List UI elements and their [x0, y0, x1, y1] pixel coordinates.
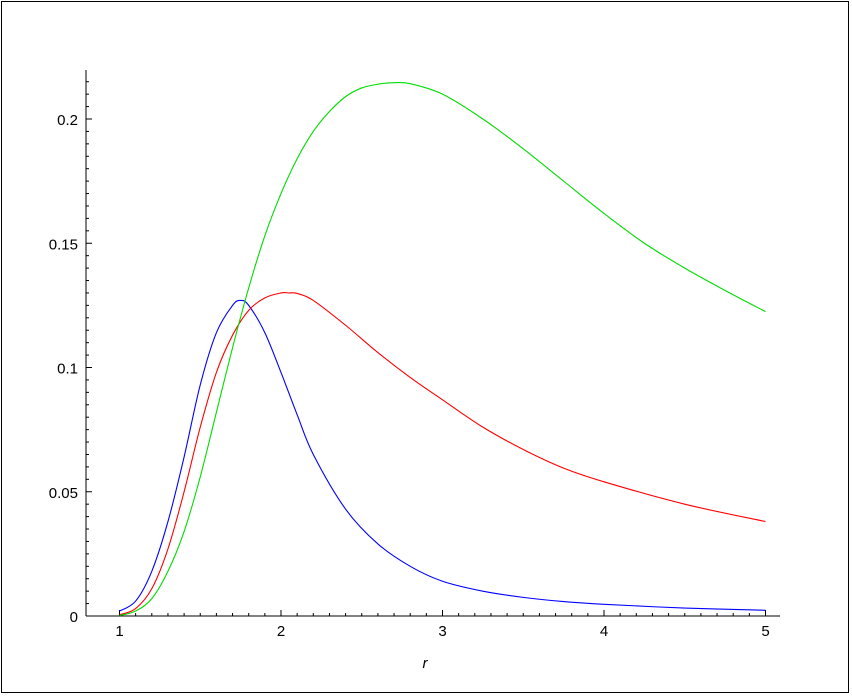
x-tick-label: 1: [115, 623, 123, 640]
y-tick-label: 0.15: [49, 236, 78, 253]
x-ticks: 1 2 3 4 5: [115, 610, 770, 640]
x-tick-label: 3: [438, 623, 446, 640]
x-tick-label: 2: [277, 623, 285, 640]
x-tick-label: 4: [600, 623, 608, 640]
series-group: [119, 81, 766, 617]
x-axis-label: r: [423, 655, 429, 672]
x-tick-label: 5: [761, 623, 769, 640]
axes: [85, 70, 780, 617]
y-tick-label: 0: [70, 609, 78, 626]
y-tick-label: 0.05: [49, 485, 78, 502]
y-tick-label: 0.1: [57, 361, 78, 378]
series-line-2: [119, 292, 766, 616]
series-line-1: [119, 299, 766, 612]
series-line-3: [119, 81, 766, 617]
y-tick-label: 0.2: [57, 112, 78, 129]
y-ticks: 0 0.05 0.1 0.15 0.2: [49, 81, 92, 626]
